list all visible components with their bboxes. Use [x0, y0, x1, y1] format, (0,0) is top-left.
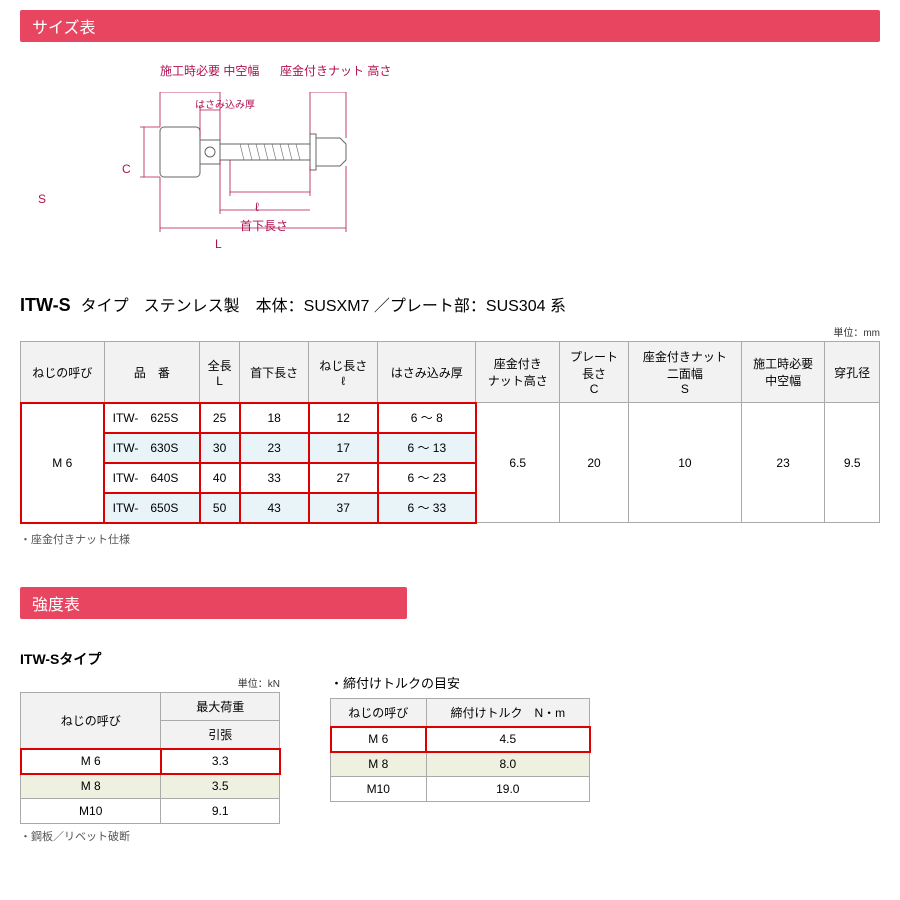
th: 引張 — [161, 721, 280, 749]
cell: 6 ～ 8 — [378, 403, 476, 433]
th: プレート長さC — [560, 342, 629, 403]
section-header-strength: 強度表 — [20, 587, 407, 619]
product-title: ITW-S タイプ ステンレス製 本体：SUSXM7 ／プレート部：SUS304 … — [20, 292, 880, 316]
th: 最大荷重 — [161, 693, 280, 721]
cell: 6 ～ 33 — [378, 493, 476, 523]
bolt-diagram — [140, 92, 460, 262]
th: ねじの呼び — [21, 342, 105, 403]
th: 座金付きナット二面幅S — [629, 342, 742, 403]
diagram-label: 座金付きナット 高さ — [280, 62, 391, 79]
cell: 50 — [200, 493, 240, 523]
diagram-label: 施工時必要 中空幅 — [160, 62, 259, 79]
title-main: ITW-S — [20, 295, 71, 315]
table-row: M 6ITW- 625S2518126 ～ 86.52010239.5 — [21, 403, 880, 433]
cell: 40 — [200, 463, 240, 493]
cell: ITW- 625S — [104, 403, 199, 433]
th: ねじの呼び — [21, 693, 161, 749]
cell: 6 ～ 23 — [378, 463, 476, 493]
cell: M10 — [331, 777, 427, 802]
torque-table: ねじの呼び締付けトルク N・m M 64.5M 88.0M1019.0 — [330, 698, 590, 802]
cell: 23 — [741, 403, 825, 523]
cell: 17 — [309, 433, 378, 463]
cell: 12 — [309, 403, 378, 433]
cell: M 8 — [331, 752, 427, 777]
th: 施工時必要中空幅 — [741, 342, 825, 403]
table-row: M109.1 — [21, 799, 280, 824]
section-header-size: サイズ表 — [20, 10, 880, 42]
th: ねじの呼び — [331, 699, 427, 727]
cell: 3.3 — [161, 749, 280, 774]
cell: 9.1 — [161, 799, 280, 824]
cell: 30 — [200, 433, 240, 463]
diagram-label: S — [38, 192, 46, 206]
th: はさみ込み厚 — [378, 342, 476, 403]
cell: M 6 — [331, 727, 427, 752]
th: 締付けトルク N・m — [426, 699, 589, 727]
table-note: ・座金付きナット仕様 — [20, 531, 880, 547]
cell: M 6 — [21, 403, 105, 523]
cell: M 8 — [21, 774, 161, 799]
cell: 9.5 — [825, 403, 880, 523]
cell: 37 — [309, 493, 378, 523]
th: 座金付きナット高さ — [476, 342, 560, 403]
cell: 3.5 — [161, 774, 280, 799]
strength-table: ねじの呼び最大荷重 引張 M 63.3M 83.5M109.1 — [20, 692, 280, 824]
cell: M10 — [21, 799, 161, 824]
th: 品 番 — [104, 342, 199, 403]
diagram-area: 施工時必要 中空幅 座金付きナット 高さ はさみ込み厚 C S ℓ 首下長さ L — [80, 62, 480, 262]
cell: M 6 — [21, 749, 161, 774]
th: 穿孔径 — [825, 342, 880, 403]
table-row: M 88.0 — [331, 752, 590, 777]
size-table: ねじの呼び品 番全長L首下長さねじ長さℓはさみ込み厚座金付きナット高さプレート長… — [20, 341, 880, 523]
table-row: M1019.0 — [331, 777, 590, 802]
cell: 8.0 — [426, 752, 589, 777]
diagram-label: C — [122, 162, 131, 176]
cell: 25 — [200, 403, 240, 433]
torque-label: ・締付けトルクの目安 — [330, 673, 590, 692]
unit-label: 単位：mm — [20, 324, 880, 339]
cell: 10 — [629, 403, 742, 523]
cell: 4.5 — [426, 727, 589, 752]
cell: 6 ～ 13 — [378, 433, 476, 463]
th: 全長L — [200, 342, 240, 403]
cell: 33 — [240, 463, 309, 493]
cell: 43 — [240, 493, 309, 523]
cell: 19.0 — [426, 777, 589, 802]
cell: ITW- 650S — [104, 493, 199, 523]
table-row: M 83.5 — [21, 774, 280, 799]
cell: ITW- 630S — [104, 433, 199, 463]
cell: 27 — [309, 463, 378, 493]
cell: 23 — [240, 433, 309, 463]
th: 首下長さ — [240, 342, 309, 403]
table-note: ・鋼板／リベット破断 — [20, 828, 280, 844]
table-row: M 63.3 — [21, 749, 280, 774]
title-sub2: ステンレス製 本体：SUSXM7 ／プレート部：SUS304 系 — [144, 298, 566, 315]
title-sub1: タイプ — [81, 298, 129, 315]
cell: 6.5 — [476, 403, 560, 523]
unit-label: 単位：kN — [20, 675, 280, 690]
cell: 20 — [560, 403, 629, 523]
table-row: M 64.5 — [331, 727, 590, 752]
cell: ITW- 640S — [104, 463, 199, 493]
th: ねじ長さℓ — [309, 342, 378, 403]
strength-subtitle: ITW-Sタイプ — [20, 649, 280, 669]
cell: 18 — [240, 403, 309, 433]
